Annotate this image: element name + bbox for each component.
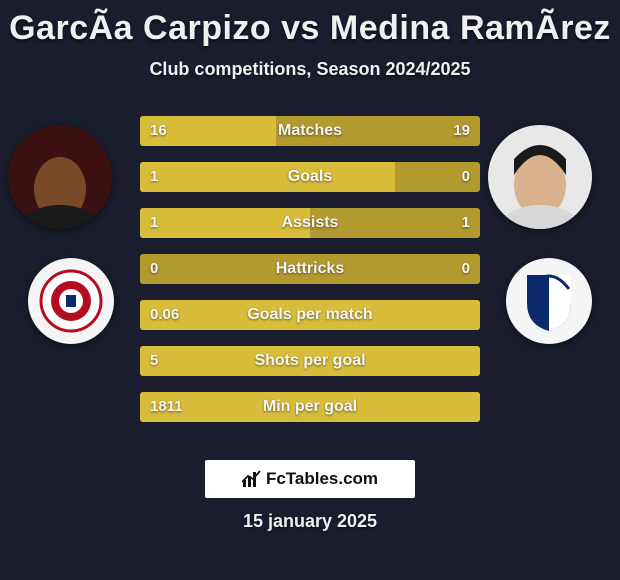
stat-row: 1811Min per goal <box>140 392 480 422</box>
stat-label: Assists <box>140 208 480 238</box>
player-right-avatar <box>488 125 592 229</box>
date-label: 15 january 2025 <box>0 511 620 532</box>
stat-row: 1619Matches <box>140 116 480 146</box>
brand-icon <box>242 470 262 488</box>
page-title: GarcÃ­a Carpizo vs Medina RamÃ­rez <box>0 0 620 47</box>
stat-label: Matches <box>140 116 480 146</box>
stat-label: Goals per match <box>140 300 480 330</box>
stat-label: Min per goal <box>140 392 480 422</box>
player-left-avatar <box>8 125 112 229</box>
club-right-crest <box>506 258 592 344</box>
stat-label: Goals <box>140 162 480 192</box>
stat-label: Hattricks <box>140 254 480 284</box>
club-left-crest <box>28 258 114 344</box>
stat-row: 11Assists <box>140 208 480 238</box>
footer-brand: FcTables.com <box>205 460 415 498</box>
footer-brand-label: FcTables.com <box>266 469 378 489</box>
subtitle: Club competitions, Season 2024/2025 <box>0 59 620 80</box>
stat-row: 0.06Goals per match <box>140 300 480 330</box>
stat-row: 5Shots per goal <box>140 346 480 376</box>
stat-label: Shots per goal <box>140 346 480 376</box>
stat-row: 00Hattricks <box>140 254 480 284</box>
stat-row: 10Goals <box>140 162 480 192</box>
